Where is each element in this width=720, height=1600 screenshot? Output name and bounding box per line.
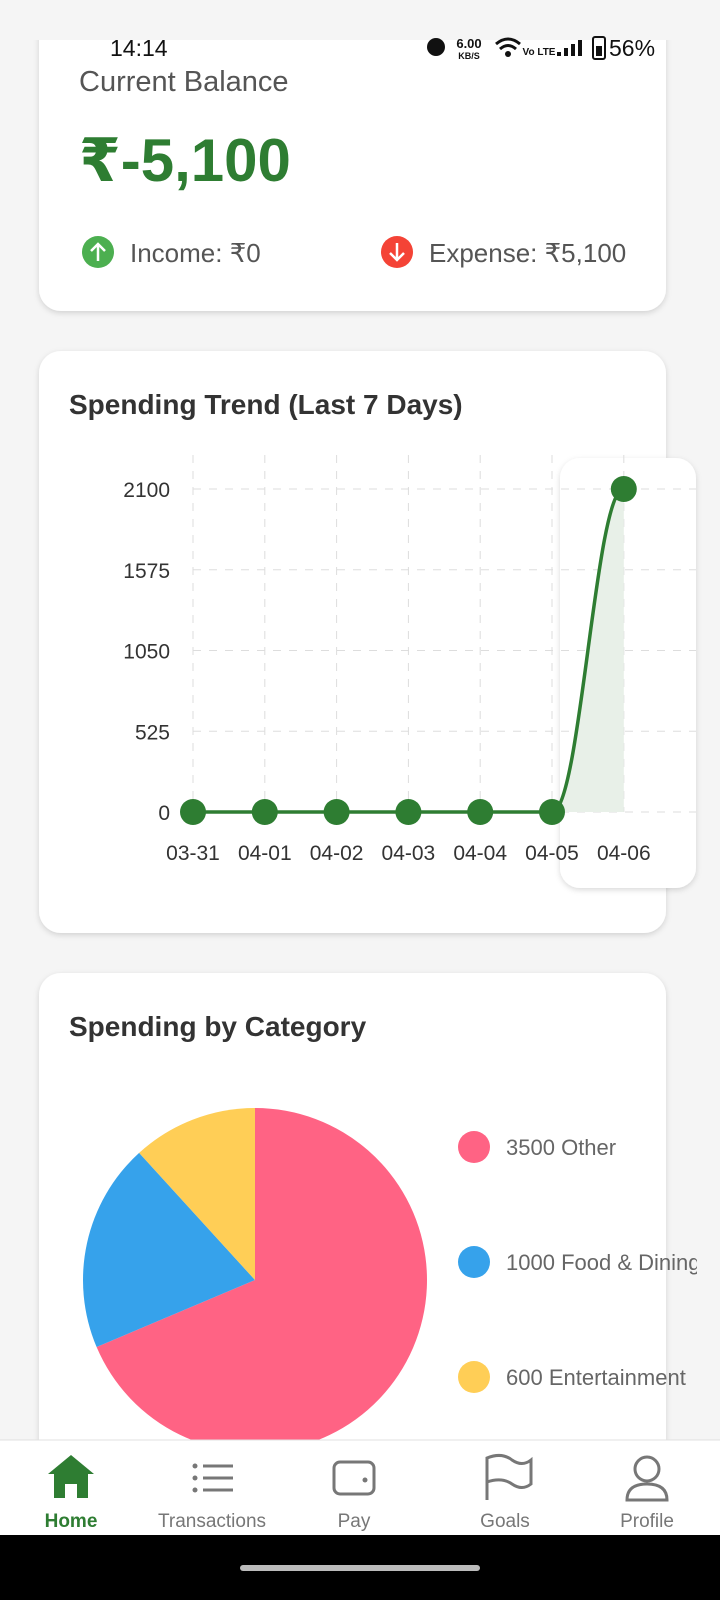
pie-slice [139, 1108, 255, 1280]
legend-swatch [458, 1131, 490, 1163]
home-icon [48, 1455, 94, 1498]
nav-goals[interactable]: Goals [480, 1453, 533, 1532]
x-tick-label: 03-31 [166, 842, 220, 865]
battery-level [596, 46, 602, 56]
legend-value: 3500 [506, 1135, 555, 1160]
legend-label: Entertainment [549, 1365, 686, 1390]
battery-percent: 56% [609, 35, 655, 61]
legend-value: 1000 [506, 1250, 555, 1275]
point [395, 799, 422, 825]
balance-amount: ₹-5,100 [79, 127, 291, 194]
legend-label: Food & Dining [561, 1250, 700, 1275]
net-speed: 6.00 [456, 36, 481, 51]
y-tick-label: 1575 [123, 560, 170, 583]
legend-entry: 3500 Other [506, 1135, 616, 1160]
wallet-dot [362, 1477, 368, 1483]
nav-pay[interactable]: Pay [332, 1460, 376, 1532]
y-tick-label: 2100 [123, 479, 170, 502]
legend-label: Other [561, 1135, 616, 1160]
point [539, 799, 565, 825]
income-arrow [90, 242, 106, 261]
nav-label: Goals [480, 1511, 530, 1532]
wifi-dot [505, 51, 511, 57]
trend-card [39, 351, 666, 933]
nav-profile[interactable]: Profile [620, 1455, 674, 1532]
pie-slice [83, 1152, 255, 1348]
balance-label: Current Balance [79, 66, 289, 98]
category-title: Spending by Category [69, 1011, 367, 1042]
nav-label: Pay [338, 1511, 371, 1532]
x-tick-label: 04-01 [238, 842, 292, 865]
signal-icon [557, 40, 582, 56]
legend-swatch [458, 1361, 490, 1393]
balance-card [39, 0, 666, 311]
home-indicator [240, 1565, 480, 1571]
point [251, 799, 278, 825]
list-dot [192, 1463, 198, 1469]
bottom-nav [0, 1440, 720, 1535]
flag-icon [485, 1453, 533, 1500]
pie-slice [96, 1108, 427, 1440]
list-icon [203, 1464, 233, 1492]
x-tick-label: 04-03 [382, 842, 436, 865]
wifi-icon [495, 37, 521, 51]
point [467, 799, 494, 825]
point [180, 799, 206, 825]
x-tick-label: 04-06 [597, 842, 651, 865]
y-tick-label: 1050 [123, 641, 170, 664]
expense-arrow [389, 243, 405, 262]
battery-icon [592, 36, 606, 60]
legend-value: 600 [506, 1365, 543, 1390]
legend-swatch [458, 1246, 490, 1278]
x-tick-label: 04-02 [310, 842, 364, 865]
status-bar [0, 0, 720, 40]
profile-head [633, 1455, 661, 1483]
nav-transactions[interactable]: Transactions [158, 1463, 266, 1533]
legend-entry: 600 Entertainment [506, 1365, 686, 1390]
wallet-icon [332, 1460, 376, 1496]
y-tick-label: 0 [158, 802, 170, 825]
pie-chart: 3500 Other 1000 Food & Dining 600 Entertai… [83, 1108, 701, 1440]
line-chart: 0 525 1050 1575 2100 03-31 04-01 04-02 04-03 04-0… [123, 455, 696, 865]
x-tick-label: 04-05 [525, 842, 579, 865]
trend-title: Spending Trend (Last 7 Days) [69, 389, 463, 420]
category-card-wrap: Spending by Category 3500 Other 1000 Food… [39, 973, 701, 1440]
nav-label: Profile [620, 1511, 674, 1532]
point [323, 799, 350, 825]
income-text: Income: ₹0 [130, 238, 261, 268]
nav-label: Transactions [158, 1511, 266, 1532]
legend-entry: 1000 Food & Dining [506, 1250, 701, 1275]
y-tick-label: 525 [135, 721, 170, 744]
chart-overflow [560, 458, 696, 888]
alarm-icon [427, 38, 445, 56]
list-dot [192, 1475, 198, 1481]
profile-body [625, 1482, 669, 1502]
expense-text: Expense: ₹5,100 [429, 238, 626, 268]
list-dot [192, 1487, 198, 1493]
area [193, 489, 624, 812]
x-tick-label: 04-04 [453, 842, 507, 865]
network-type: Vo LTE [523, 47, 556, 58]
net-speed-unit: KB/S [458, 51, 480, 61]
nav-home[interactable]: Home [45, 1455, 98, 1532]
nav-label: Home [45, 1511, 98, 1532]
point [610, 476, 637, 502]
status-time: 14:14 [110, 35, 168, 61]
